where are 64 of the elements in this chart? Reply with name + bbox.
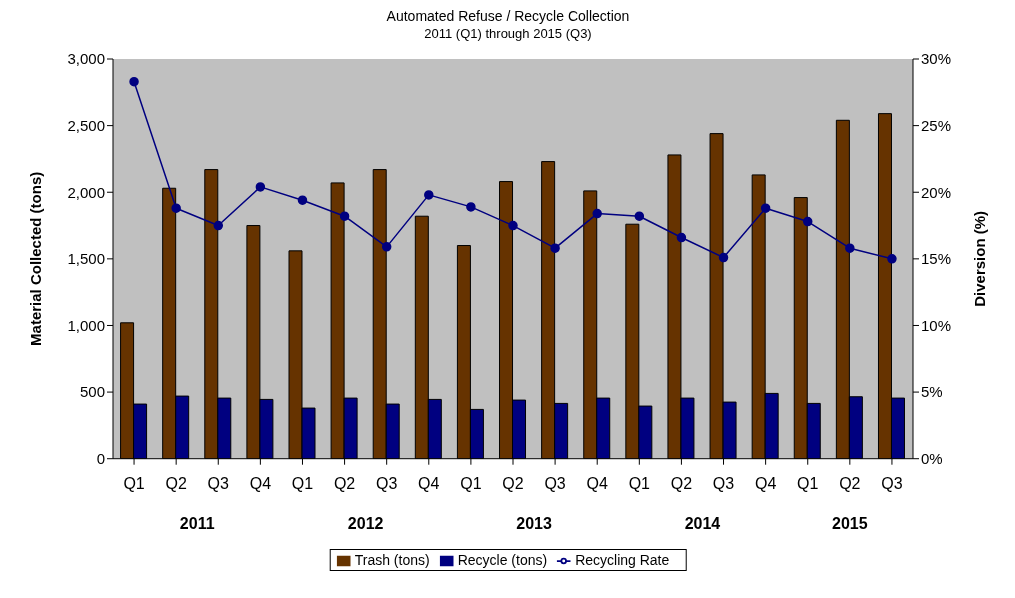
x-tick-label: Q3 (207, 474, 230, 492)
point (424, 190, 434, 200)
y-tick-label: 2,500 (67, 116, 105, 134)
point (802, 216, 813, 227)
x-tick-label: Q1 (291, 474, 314, 492)
point (171, 203, 181, 213)
text: 2015 (832, 514, 868, 532)
x-tick-label: Q1 (123, 474, 145, 492)
legend-label: Recycling Rate (575, 551, 670, 568)
x-tick-label: Q1 (460, 474, 482, 492)
y-tick-label: 3,000 (67, 50, 105, 68)
point (213, 220, 224, 231)
text: 2012 (347, 514, 384, 532)
chart-subtitle: 2011 (Q1) through 2015 (Q3) (423, 26, 593, 41)
point (887, 254, 897, 264)
legend-label: Trash (tons) (354, 551, 430, 568)
point (592, 208, 602, 219)
point (255, 182, 266, 192)
x-tick-label: Q4 (586, 474, 608, 492)
legend-label: Recycle (tons) (457, 551, 548, 568)
x-tick-label: Q4 (418, 474, 440, 492)
x-tick-label: Q1 (797, 474, 819, 492)
y2-tick-label: 0% (921, 450, 943, 468)
x-tick-label: Q2 (839, 474, 861, 492)
point (297, 195, 308, 205)
text: 2014 (684, 514, 721, 532)
x-tick-label: Q4 (249, 474, 272, 492)
y2-tick-label: 5% (921, 383, 943, 401)
point (381, 242, 392, 252)
point (760, 203, 771, 213)
point (676, 232, 687, 243)
y2-tick-label: 25% (921, 116, 952, 134)
x-tick-label: Q3 (712, 474, 735, 492)
point (718, 252, 729, 263)
x-tick-label: Q2 (670, 474, 693, 492)
x-tick-label: Q2 (333, 474, 356, 492)
y2-tick-label: 15% (921, 250, 952, 268)
x-tick-label: Q3 (376, 474, 398, 492)
point (339, 211, 350, 221)
y-tick-label: 0 (96, 450, 105, 468)
point (845, 243, 855, 253)
x-tick-label: Q3 (881, 474, 903, 492)
y-tick-label: 1,500 (67, 250, 105, 268)
point (129, 76, 139, 87)
y-axis-title: Material Collected (tons) (27, 171, 45, 346)
text: 2011 (179, 514, 215, 532)
point (466, 202, 476, 212)
x-tick-label: Q4 (754, 474, 777, 492)
x-tick-label: Q3 (544, 474, 566, 492)
point (508, 220, 518, 231)
x-tick-label: Q2 (502, 474, 524, 492)
y-tick-label: 500 (79, 383, 105, 401)
y-tick-label: 2,000 (67, 183, 105, 201)
x-tick-label: Q2 (165, 474, 187, 492)
point (550, 243, 560, 253)
point (634, 211, 645, 221)
y-tick-label: 1,000 (67, 316, 105, 334)
y2-tick-label: 10% (921, 316, 952, 334)
chart-title: Automated Refuse / Recycle Collection (385, 8, 631, 24)
text: 2013 (516, 514, 552, 532)
x-tick-label: Q1 (628, 474, 651, 492)
y2-axis-title: Diversion (%) (971, 210, 989, 307)
y2-tick-label: 30% (921, 50, 952, 68)
y2-tick-label: 20% (921, 183, 952, 201)
